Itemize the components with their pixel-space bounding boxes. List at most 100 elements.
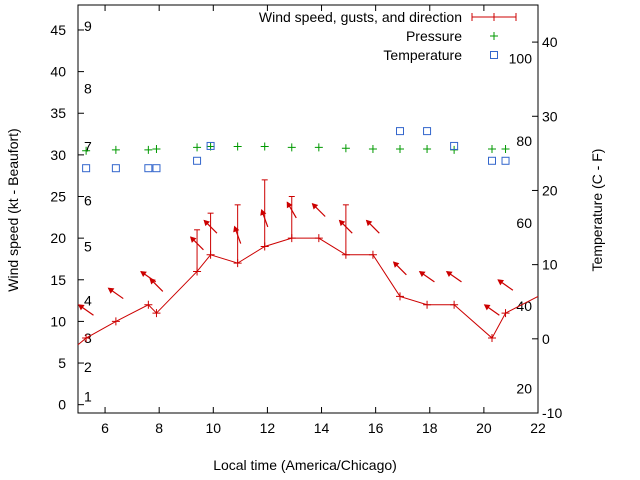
pressure-point xyxy=(501,145,510,154)
pressure-point xyxy=(423,145,432,154)
pressure-point xyxy=(144,145,153,154)
beaufort-label: 8 xyxy=(84,80,92,96)
temperature-point xyxy=(206,141,215,150)
wind-speed-point xyxy=(144,300,153,309)
pressure-point xyxy=(287,143,296,152)
wind-speed-line xyxy=(77,237,539,346)
beaufort-label: 7 xyxy=(84,139,92,155)
wind-direction-arrowhead xyxy=(338,219,346,227)
temperature-point xyxy=(193,156,202,165)
y-right-tick-label: 30 xyxy=(542,108,558,124)
pressure-point xyxy=(233,142,242,151)
pressure-point xyxy=(488,145,496,154)
pressure-point xyxy=(193,143,202,152)
x-tick-label: 6 xyxy=(101,420,109,436)
x-tick-label: 12 xyxy=(260,420,276,436)
y-left-tick-label: 45 xyxy=(50,22,66,38)
wind-direction-arrowhead xyxy=(483,304,491,311)
y-left-tick-label: 0 xyxy=(58,397,66,413)
beaufort-label: 9 xyxy=(84,18,92,34)
y-axis-right-label: Temperature (C - F) xyxy=(589,149,605,272)
pressure-point xyxy=(82,146,91,155)
x-tick-label: 8 xyxy=(155,420,163,436)
legend-temperature-label: Temperature xyxy=(383,47,462,63)
y-left-tick-label: 25 xyxy=(50,189,66,205)
x-axis-label: Local time (America/Chicago) xyxy=(213,457,397,473)
plot-frame xyxy=(77,4,539,414)
wind-direction-arrowhead xyxy=(107,287,115,294)
fahrenheit-label: 40 xyxy=(516,298,532,314)
fahrenheit-label: 100 xyxy=(509,50,533,66)
temperature-point xyxy=(144,164,153,173)
wind-direction-arrowhead xyxy=(392,261,400,268)
legend-temperature-swatch xyxy=(490,51,498,59)
wind-speed-point xyxy=(423,300,432,309)
wind-direction-arrowhead xyxy=(418,270,426,278)
temperature-point xyxy=(488,156,496,165)
wind-speed-point xyxy=(82,334,91,343)
legend-pressure-swatch xyxy=(490,32,498,40)
wind-speed-point xyxy=(368,250,377,259)
pressure-point xyxy=(152,145,161,154)
y-right-tick-label: 0 xyxy=(542,331,550,347)
y-right-tick-label: -10 xyxy=(542,405,562,421)
wind-speed-point xyxy=(501,309,510,318)
legend-wind-swatch-point xyxy=(490,13,498,21)
temperature-point xyxy=(82,164,91,173)
y-left-tick-label: 10 xyxy=(50,313,66,329)
x-tick-label: 16 xyxy=(368,420,384,436)
y-right-tick-label: 40 xyxy=(542,34,558,50)
wind-direction-arrowhead xyxy=(445,270,453,278)
beaufort-label: 4 xyxy=(84,293,92,309)
temperature-point xyxy=(111,164,120,173)
y-left-tick-label: 35 xyxy=(50,105,66,121)
wind-speed-point xyxy=(488,334,496,343)
temperature-point xyxy=(423,127,432,136)
temperature-point xyxy=(450,141,459,150)
fahrenheit-label: 80 xyxy=(516,133,532,149)
wind-speed-point xyxy=(111,317,120,326)
pressure-point xyxy=(368,145,377,154)
wind-direction-arrowhead xyxy=(260,209,267,216)
y-right-tick-label: 20 xyxy=(542,182,558,198)
wind-direction-arrowhead xyxy=(311,203,319,210)
pressure-point xyxy=(111,145,120,154)
y-axis-left-label: Wind speed (kt - Beaufort) xyxy=(5,128,21,291)
pressure-point xyxy=(341,144,350,153)
wind-direction-arrowhead xyxy=(286,201,293,209)
wind-direction-arrowhead xyxy=(77,304,85,311)
wind-speed-point xyxy=(152,309,161,318)
pressure-point xyxy=(314,143,323,152)
pressure-point xyxy=(396,145,404,154)
wind-direction-arrowhead xyxy=(233,225,240,233)
wind-direction-arrowhead xyxy=(365,219,373,227)
temperature-point xyxy=(501,156,510,165)
beaufort-label: 1 xyxy=(84,388,92,404)
y-left-tick-label: 20 xyxy=(50,230,66,246)
legend-wind-label: Wind speed, gusts, and direction xyxy=(259,9,462,25)
fahrenheit-label: 20 xyxy=(516,381,532,397)
beaufort-label: 5 xyxy=(84,238,92,254)
temperature-point xyxy=(152,164,161,173)
wind-direction-arrowhead xyxy=(203,219,210,227)
wind-speed-point xyxy=(450,300,459,309)
y-left-tick-label: 40 xyxy=(50,64,66,80)
wind-direction-arrowhead xyxy=(497,279,505,286)
wind-direction-arrowhead xyxy=(149,277,156,285)
y-right-tick-label: 10 xyxy=(542,257,558,273)
y-left-tick-label: 30 xyxy=(50,147,66,163)
y-left-tick-label: 15 xyxy=(50,272,66,288)
x-tick-label: 14 xyxy=(314,420,330,436)
wind-speed-point xyxy=(396,292,404,301)
beaufort-label: 6 xyxy=(84,193,92,209)
fahrenheit-label: 60 xyxy=(516,215,532,231)
legend: Wind speed, gusts, and direction Pressure… xyxy=(259,9,517,63)
x-tick-label: 20 xyxy=(476,420,492,436)
series-layer xyxy=(77,127,539,346)
axis-ticks: 6 8 10 12 14 16 18 20 22051015202530354045-10010… xyxy=(50,5,562,436)
x-tick-label: 22 xyxy=(530,420,546,436)
wind-direction-arrowhead xyxy=(140,270,147,278)
x-tick-label: 10 xyxy=(206,420,222,436)
x-tick-label: 18 xyxy=(422,420,438,436)
